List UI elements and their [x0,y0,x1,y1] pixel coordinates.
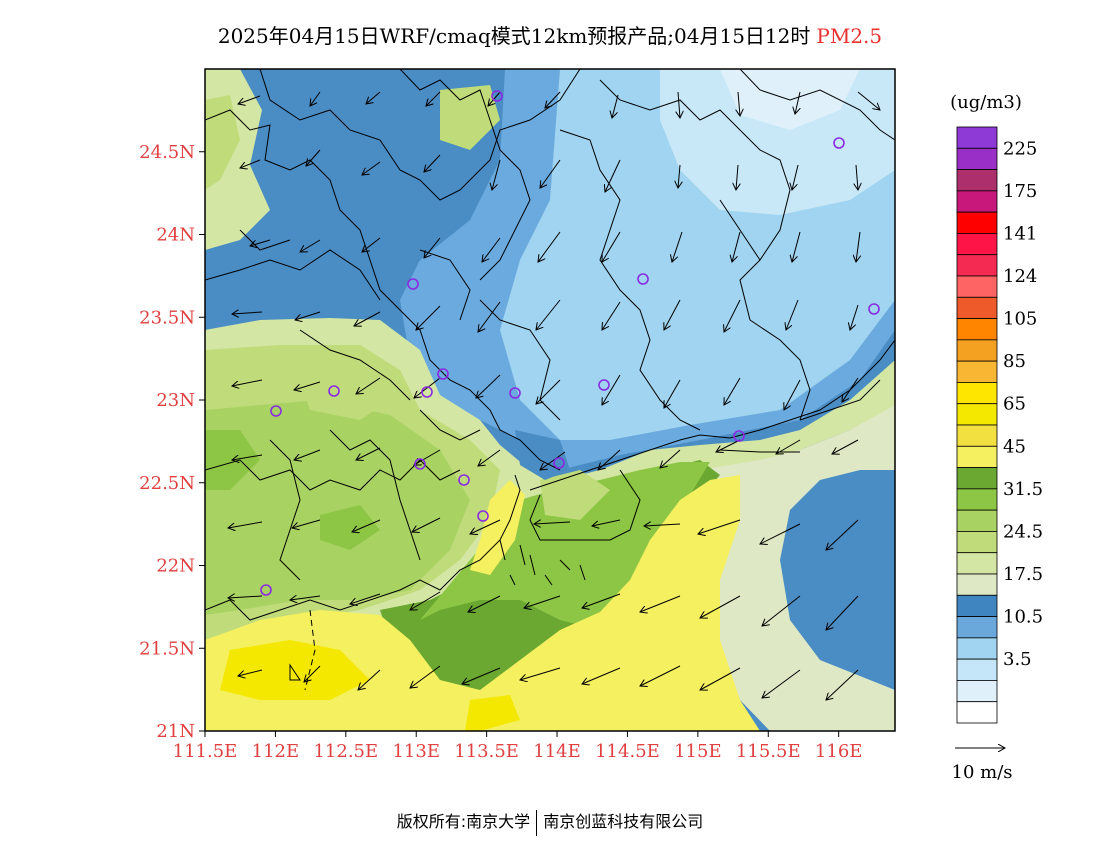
lat-label: 21N [156,721,195,742]
legend-swatch [956,126,998,149]
footer-left: 版权所有:南京大学 [396,812,531,831]
legend-swatch [956,424,998,447]
lat-label: 21.5N [139,638,195,659]
lon-label: 114.5E [595,741,660,762]
title-text: 2025年04月15日WRF/cmaq模式12km预报产品;04月15日12时 [217,24,811,48]
legend-swatch [956,382,998,405]
lat-label: 22N [156,556,195,577]
legend-swatch [956,509,998,532]
legend-swatch [956,147,998,170]
lat-label: 24.5N [139,142,195,163]
lat-label: 22.5N [139,473,195,494]
legend-label: 45 [1003,436,1026,457]
pollutant-label: PM2.5 [816,24,883,48]
legend-label: 24.5 [1003,521,1043,542]
lon-label: 112.5E [313,741,378,762]
lon-label: 113.5E [454,741,519,762]
legend-unit: (ug/m3) [950,92,1022,113]
lat-label: 23N [156,390,195,411]
legend-swatch [956,445,998,468]
legend-label: 141 [1003,223,1037,244]
legend-labels: 225 175 141 124 105 85 65 45 31.5 24.5 17.5 10.5 3.5 [1003,138,1043,670]
legend-swatch [956,254,998,277]
legend-swatch [956,680,998,703]
lon-label: 112E [252,741,300,762]
concentration-field [205,69,895,731]
legend-swatch [956,637,998,660]
lon-label: 115.5E [736,741,801,762]
lon-label: 114E [533,741,581,762]
legend-swatch [956,701,998,724]
boundary-lines [205,69,895,691]
lon-label: 116E [815,741,863,762]
legend-swatch [956,169,998,192]
legend-swatch [956,531,998,554]
map-title: 2025年04月15日WRF/cmaq模式12km预报产品;04月15日12时 P… [0,20,1100,49]
legend-label: 85 [1003,351,1026,372]
legend-label: 10.5 [1003,607,1043,628]
copyright-footer: 版权所有:南京大学 南京创蓝科技有限公司 [0,808,1100,836]
monitoring-stations [260,90,880,596]
legend-label: 65 [1003,394,1026,415]
legend-label: 31.5 [1003,479,1043,500]
footer-right: 南京创蓝科技有限公司 [543,812,704,831]
legend-swatch [956,552,998,575]
legend-swatch [956,296,998,319]
legend-swatch [956,616,998,639]
wind-scale-label: 10 m/s [952,762,1013,783]
legend-label: 124 [1003,266,1037,287]
lat-label: 24N [156,225,195,246]
legend-swatch [956,339,998,362]
lat-label: 23.5N [139,307,195,328]
footer-divider [536,809,538,836]
legend-label: 3.5 [1003,649,1032,670]
legend-swatch [956,573,998,596]
legend-swatch [956,360,998,383]
legend-label: 17.5 [1003,564,1043,585]
latitude-axis: 24.5N 24N 23.5N 23N 22.5N 22N 21.5N 21N [139,142,205,742]
legend-label: 105 [1003,309,1037,330]
longitude-axis: 111.5E 112E 112.5E 113E 113.5E 114E 114.5E 115E… [173,731,863,762]
lon-label: 115E [674,741,722,762]
legend-swatch [956,658,998,681]
legend-swatch [956,275,998,298]
lon-label: 111.5E [173,741,238,762]
legend-swatch [956,318,998,341]
lon-label: 113E [392,741,440,762]
legend-label: 175 [1003,181,1037,202]
color-legend [956,126,998,724]
legend-swatch [956,190,998,213]
legend-swatch [956,594,998,617]
legend-swatch [956,488,998,511]
wind-vectors [228,91,880,700]
legend-swatch [956,403,998,426]
legend-swatch [956,233,998,256]
legend-swatch [956,467,998,490]
legend-swatch [956,211,998,234]
legend-label: 225 [1003,138,1037,159]
